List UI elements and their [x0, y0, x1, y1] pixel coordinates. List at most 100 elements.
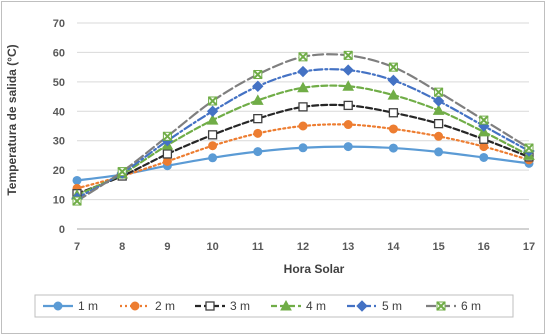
x-tick-label: 11: [252, 241, 264, 253]
marker-cross: [524, 143, 534, 153]
data-point-series-6: [479, 115, 489, 125]
data-point-series-2: [208, 141, 218, 151]
data-point-series-3: [343, 100, 353, 111]
legend-marker: [436, 301, 446, 311]
data-point-series-5: [252, 80, 264, 92]
x-tick-label: 10: [206, 241, 218, 253]
marker-cross: [433, 87, 444, 97]
data-point-series-2: [434, 131, 444, 141]
data-point-series-3: [298, 102, 308, 112]
data-point-series-6: [343, 50, 353, 61]
data-point-series-5: [206, 105, 219, 117]
y-tick-label: 20: [53, 165, 65, 177]
x-tick-label: 17: [523, 241, 535, 253]
data-point-series-4: [251, 94, 264, 105]
legend-label: 5 m: [382, 299, 402, 313]
legend-item-5: 5 m: [347, 299, 402, 313]
data-point-series-6: [433, 87, 444, 97]
legend-item-2: 2 m: [120, 299, 175, 313]
legend-marker: [280, 299, 292, 311]
legend-marker: [205, 301, 215, 311]
legend-label: 1 m: [78, 299, 98, 313]
data-point-series-5: [387, 74, 400, 87]
marker-cross: [72, 196, 82, 206]
data-point-series-3: [162, 149, 173, 159]
data-point-series-4: [206, 114, 219, 125]
data-point-series-1: [298, 143, 308, 153]
data-point-series-4: [297, 81, 309, 93]
data-point-series-2: [253, 128, 263, 138]
x-tick-label: 8: [119, 241, 125, 253]
data-point-series-1: [388, 143, 398, 153]
legend: 1 m 2 m 3 m 4 m 5 m 6 m: [43, 299, 481, 313]
x-tick-label: 12: [297, 241, 309, 253]
series-markers: [71, 50, 535, 206]
y-tick-label: 0: [59, 224, 65, 236]
marker-cross: [298, 52, 308, 62]
legend-item-4: 4 m: [271, 299, 326, 313]
y-tick-label: 40: [53, 106, 65, 118]
data-point-series-2: [343, 120, 353, 130]
data-point-series-5: [297, 65, 309, 78]
legend-item-1: 1 m: [43, 299, 98, 313]
data-point-series-1: [479, 152, 489, 162]
data-point-series-6: [72, 196, 82, 206]
legend-marker: [53, 301, 63, 311]
data-point-series-3: [207, 130, 218, 140]
data-point-series-5: [432, 95, 445, 107]
x-tick-label: 7: [74, 241, 80, 253]
data-point-series-4: [387, 89, 400, 100]
data-point-series-6: [253, 69, 263, 80]
x-tick-label: 15: [432, 241, 444, 253]
legend-label: 3 m: [230, 299, 250, 313]
legend-label: 4 m: [306, 299, 326, 313]
marker-cross: [343, 50, 353, 61]
x-tick-label: 9: [164, 241, 170, 253]
data-point-series-6: [388, 62, 399, 72]
data-point-series-1: [434, 147, 444, 157]
x-tick-label: 16: [478, 241, 490, 253]
data-point-series-6: [207, 96, 218, 106]
data-point-series-1: [343, 142, 353, 152]
x-tick-label: 13: [342, 241, 354, 253]
y-tick-label: 10: [53, 195, 65, 207]
marker-cross: [253, 69, 263, 80]
y-tick-label: 70: [53, 18, 65, 30]
y-tick-label: 50: [53, 77, 65, 89]
data-point-series-4: [342, 80, 355, 91]
marker-cross: [207, 96, 218, 106]
legend-marker: [130, 301, 140, 311]
data-point-series-6: [117, 166, 127, 177]
data-point-series-4: [432, 104, 445, 115]
data-point-series-3: [253, 113, 263, 124]
legend-label: 2 m: [155, 299, 175, 313]
legend-label: 6 m: [461, 299, 481, 313]
data-point-series-3: [433, 118, 444, 129]
data-point-series-6: [524, 143, 534, 153]
marker-cross: [162, 131, 173, 142]
y-axis-title: Temperatura de salida (°C): [5, 44, 19, 195]
data-point-series-6: [298, 52, 308, 62]
data-point-series-1: [208, 153, 218, 163]
x-tick-labels: 7 8 9 10 11 12 13 14 15 16 17: [74, 241, 535, 253]
y-tick-label: 60: [53, 47, 65, 59]
data-point-series-2: [388, 124, 398, 134]
y-tick-labels: 0 10 20 30 40 50 60 70: [53, 18, 65, 236]
legend-item-3: 3 m: [195, 299, 250, 313]
data-point-series-1: [253, 147, 263, 157]
data-point-series-6: [162, 131, 173, 142]
legend-item-6: 6 m: [426, 299, 481, 313]
data-point-series-2: [298, 121, 308, 131]
data-point-series-3: [479, 134, 489, 144]
data-point-series-5: [342, 64, 354, 76]
data-point-series-3: [388, 108, 399, 118]
x-axis-title: Hora Solar: [284, 262, 345, 276]
marker-cross: [388, 62, 399, 72]
marker-cross: [479, 115, 489, 125]
y-tick-label: 30: [53, 136, 65, 148]
data-point-series-1: [72, 175, 82, 185]
marker-cross: [436, 301, 446, 311]
marker-cross: [117, 166, 127, 177]
